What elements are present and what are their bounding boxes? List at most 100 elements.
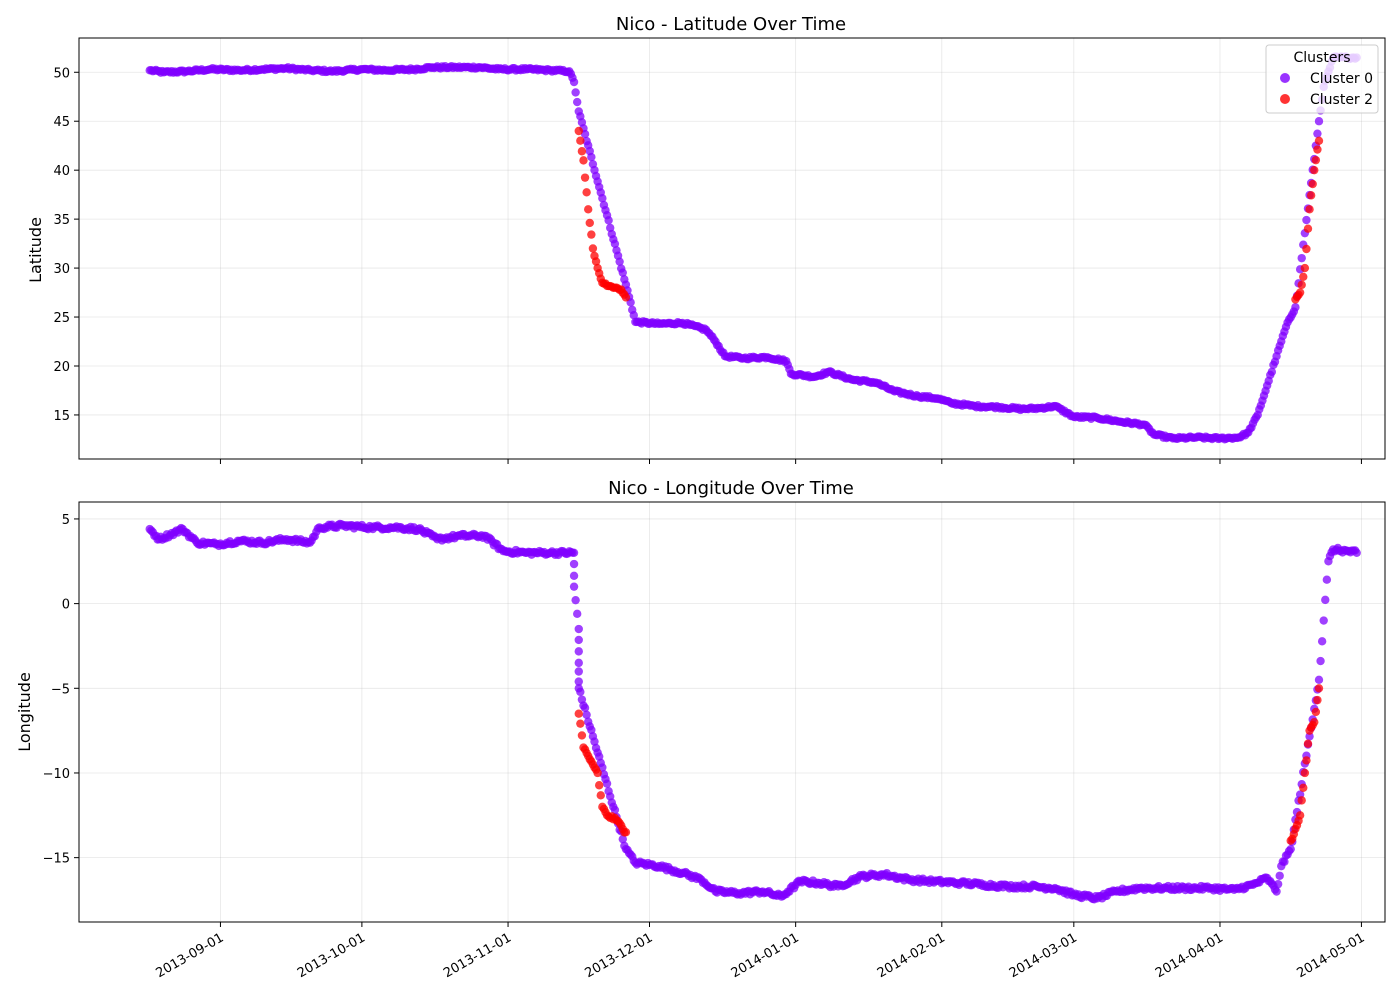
x-tick-label: 2014-05-01 — [1294, 930, 1367, 981]
data-point — [572, 97, 582, 107]
data-point — [1313, 145, 1322, 154]
legend: Clusters Cluster 0 Cluster 2 — [1265, 44, 1379, 114]
data-point — [1291, 303, 1300, 312]
data-point — [574, 647, 583, 656]
data-point — [1314, 117, 1324, 126]
data-point — [587, 152, 596, 162]
data-point — [1295, 811, 1305, 820]
data-point — [574, 658, 583, 668]
data-point — [1300, 263, 1310, 273]
latitude-y-ticks: 15 20 25 30 35 40 45 50 — [53, 66, 79, 424]
data-point — [1317, 637, 1327, 646]
data-point — [590, 737, 599, 746]
data-point — [1303, 224, 1313, 233]
data-point — [1299, 272, 1308, 281]
data-point — [621, 828, 631, 837]
data-point — [569, 571, 579, 580]
longitude-axis-label: Longitude — [15, 672, 34, 752]
data-point — [1313, 695, 1322, 705]
latitude-chart-title: Nico - Latitude Over Time — [616, 14, 846, 35]
data-point — [580, 173, 590, 182]
data-point — [1302, 215, 1311, 225]
data-point — [1303, 739, 1313, 748]
data-point — [577, 731, 587, 740]
data-point — [574, 667, 583, 676]
y-tick-label: −10 — [43, 767, 70, 782]
data-point — [1275, 871, 1284, 880]
data-point — [576, 136, 585, 145]
longitude-grid — [79, 502, 1385, 922]
data-point — [580, 129, 590, 139]
data-point — [1300, 768, 1310, 778]
x-tick-label: 2014-03-01 — [1007, 930, 1080, 981]
data-point — [610, 805, 620, 815]
y-tick-label: 45 — [53, 115, 70, 130]
data-point — [602, 779, 612, 788]
data-point — [1352, 548, 1361, 558]
y-tick-label: 25 — [53, 311, 70, 326]
legend-marker-cluster-2 — [1280, 94, 1290, 104]
legend-marker-cluster-0 — [1280, 73, 1290, 83]
data-point — [582, 710, 591, 720]
data-point — [576, 719, 585, 728]
y-tick-label: 50 — [53, 66, 70, 81]
data-point — [1302, 756, 1311, 765]
y-tick-label: 30 — [53, 262, 70, 277]
data-point — [1267, 367, 1277, 377]
data-point — [574, 635, 583, 645]
data-point — [1297, 253, 1306, 263]
x-tick-label: 2014-04-01 — [1153, 930, 1226, 981]
data-point — [604, 216, 613, 225]
longitude-panel: Nico - Longitude Over Time Longitude −15… — [15, 478, 1386, 981]
latitude-axis-label: Latitude — [26, 217, 45, 283]
data-point — [621, 293, 631, 302]
data-point — [610, 239, 620, 249]
data-point — [615, 257, 624, 266]
data-point — [618, 834, 627, 844]
x-tick-label: 2014-02-01 — [875, 930, 948, 981]
y-tick-label: 20 — [53, 360, 70, 375]
longitude-plot-frame — [78, 501, 1386, 923]
data-point — [1286, 844, 1295, 854]
data-point — [1310, 165, 1319, 175]
data-point — [574, 709, 583, 718]
data-point — [1314, 684, 1324, 693]
data-point — [1297, 280, 1306, 290]
data-point — [587, 230, 596, 239]
y-tick-label: −5 — [51, 682, 70, 697]
y-tick-label: 0 — [62, 598, 70, 613]
data-point — [1314, 675, 1324, 685]
data-point — [569, 582, 579, 591]
legend-label-cluster-0: Cluster 0 — [1310, 71, 1373, 87]
data-point — [1322, 575, 1332, 584]
data-point — [1272, 887, 1281, 896]
data-point — [598, 194, 607, 203]
legend-box — [1265, 44, 1379, 114]
data-point — [572, 609, 582, 619]
x-tick-label: 2013-09-01 — [154, 930, 227, 981]
data-point — [571, 595, 580, 605]
data-point — [577, 147, 587, 156]
data-point — [579, 156, 588, 165]
data-point — [1308, 179, 1317, 189]
latitude-x-ticks — [219, 459, 1362, 464]
data-point — [1302, 244, 1311, 254]
legend-label-cluster-2: Cluster 2 — [1310, 92, 1373, 108]
data-point — [1306, 191, 1316, 200]
latitude-plot-frame — [78, 37, 1386, 460]
data-point — [1311, 707, 1321, 717]
data-point — [587, 725, 596, 735]
x-tick-label: 2013-12-01 — [583, 930, 656, 981]
data-point — [593, 768, 602, 778]
x-tick-label: 2014-01-01 — [729, 930, 802, 981]
legend-title: Clusters — [1294, 50, 1351, 66]
x-tick-label: 2013-10-01 — [295, 930, 368, 981]
data-point — [629, 310, 638, 320]
longitude-points — [145, 519, 1361, 904]
data-point — [569, 559, 579, 569]
data-point — [574, 624, 583, 634]
data-point — [1273, 879, 1283, 889]
y-tick-label: 35 — [53, 213, 70, 228]
data-point — [1314, 136, 1324, 146]
